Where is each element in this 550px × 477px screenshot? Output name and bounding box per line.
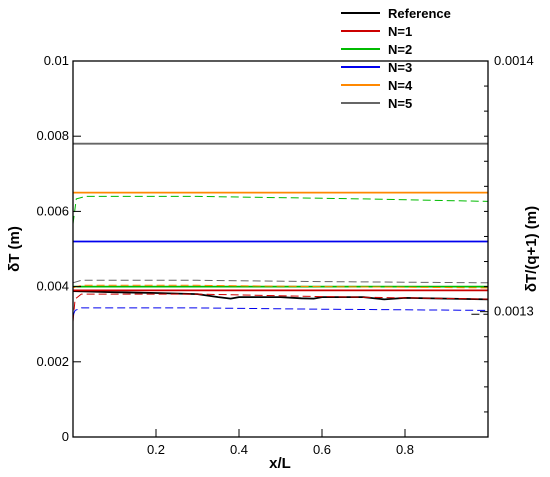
x-tick-label: 0.8 [396, 442, 414, 457]
y2-tick-label: 0.0013 [494, 304, 534, 319]
series-line-series-7-dashed [72, 293, 489, 322]
ticks-layer: 0.2 0.4 0.6 0.8 0 0.002 0.004 0.006 0.008 0.01 0.0… [36, 53, 533, 457]
x-tick-label: 0.6 [313, 442, 331, 457]
legend-label-reference: Reference [388, 6, 451, 21]
y-tick-label: 0 [62, 429, 69, 444]
x-axis-label: x/L [269, 455, 291, 472]
y2-tick-label: 0.0014 [494, 53, 534, 68]
x-tick-label: 0.2 [147, 442, 165, 457]
y-tick-label: 0.008 [36, 128, 69, 143]
series-line-reference [72, 290, 489, 301]
legend-label-n-5: N=5 [388, 96, 412, 111]
series-line-series-11-dashed [72, 279, 489, 284]
y-axis-label: δT (m) [6, 226, 23, 272]
legend-label-n-3: N=3 [388, 60, 412, 75]
x-tick-label: 0.4 [230, 442, 248, 457]
legend-label-n-2: N=2 [388, 42, 412, 57]
series-line-series-9-dashed [72, 307, 489, 316]
y2-axis-label: δT/(q+1) (m) [523, 206, 540, 292]
legend-label-n-4: N=4 [388, 78, 413, 93]
legend: Reference N=1 N=2 N=3 N=4 N=5 [341, 6, 451, 111]
y-tick-label: 0.004 [36, 279, 69, 294]
axes-layer [72, 60, 489, 438]
y-tick-label: 0.006 [36, 203, 69, 218]
y-tick-label: 0.002 [36, 354, 69, 369]
series-layer [72, 142, 489, 322]
y-tick-label: 0.01 [44, 53, 69, 68]
plot-frame [72, 60, 489, 438]
series-line-series-8-dashed [72, 195, 489, 224]
legend-label-n-1: N=1 [388, 24, 412, 39]
